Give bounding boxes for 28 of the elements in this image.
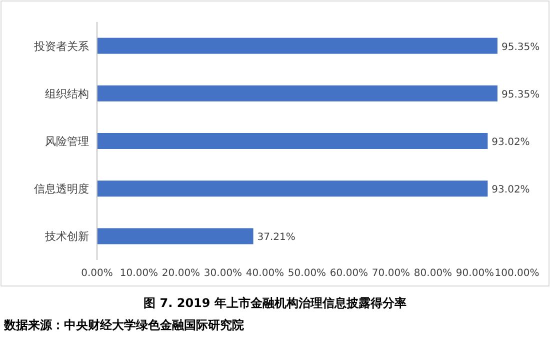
data-label: 93.02% xyxy=(492,184,530,196)
x-tick-label: 50.00% xyxy=(288,268,326,279)
x-tick-label: 0.00% xyxy=(81,268,113,279)
text: 图 7. 2019 年上市金融机构治理信息披露得分率 xyxy=(144,296,406,310)
x-tick-label: 20.00% xyxy=(162,268,200,279)
y-tick-label: 风险管理 xyxy=(45,135,89,148)
y-tick-label: 信息透明度 xyxy=(34,182,89,196)
bar xyxy=(97,228,254,244)
y-tick-label: 组织结构 xyxy=(45,87,89,100)
x-tick-label: 60.00% xyxy=(330,268,368,279)
x-tick-label: 30.00% xyxy=(204,268,242,279)
y-tick-label: 投资者关系 xyxy=(33,40,89,53)
data-label: 95.35% xyxy=(501,89,540,100)
data-label: 37.21% xyxy=(257,232,296,244)
source-note: 数据来源：中央财经大学绿色金融国际研究院 xyxy=(3,318,244,332)
bar xyxy=(97,180,488,197)
data-label: 95.35% xyxy=(501,42,540,53)
y-tick-label: 技术创新 xyxy=(44,230,89,244)
bar xyxy=(97,38,498,54)
bar xyxy=(97,85,498,102)
bar xyxy=(97,133,488,149)
x-tick-label: 90.00% xyxy=(456,268,494,279)
x-tick-label: 70.00% xyxy=(372,268,410,279)
data-label: 93.02% xyxy=(492,137,530,148)
x-tick-label: 80.00% xyxy=(414,268,452,279)
x-tick-label: 40.00% xyxy=(246,268,284,279)
x-tick-label: 100.00% xyxy=(494,268,540,279)
x-tick-label: 10.00% xyxy=(120,268,158,279)
